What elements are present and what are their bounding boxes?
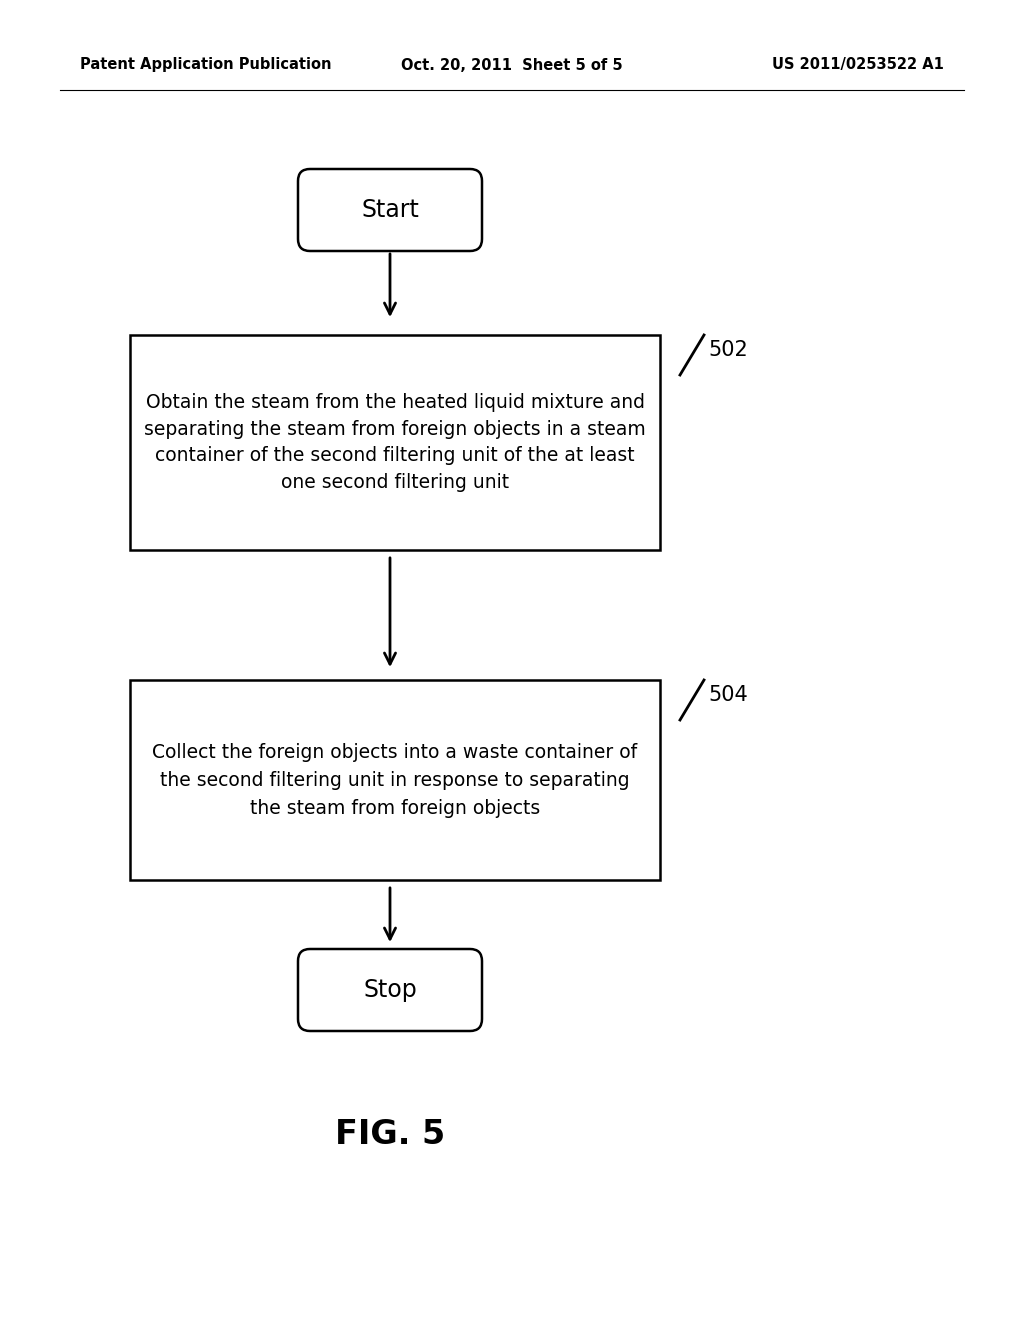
Bar — [130, 680, 660, 880]
Text: 502: 502 — [708, 341, 748, 360]
Text: Stop: Stop — [364, 978, 417, 1002]
Text: Obtain the steam from the heated liquid mixture and
separating the steam from fo: Obtain the steam from the heated liquid … — [144, 393, 646, 492]
Text: Start: Start — [361, 198, 419, 222]
Text: US 2011/0253522 A1: US 2011/0253522 A1 — [772, 58, 944, 73]
Text: Oct. 20, 2011  Sheet 5 of 5: Oct. 20, 2011 Sheet 5 of 5 — [401, 58, 623, 73]
Text: Patent Application Publication: Patent Application Publication — [80, 58, 332, 73]
Text: FIG. 5: FIG. 5 — [335, 1118, 445, 1151]
FancyBboxPatch shape — [298, 949, 482, 1031]
Text: Collect the foreign objects into a waste container of
the second filtering unit : Collect the foreign objects into a waste… — [153, 742, 638, 817]
FancyBboxPatch shape — [298, 169, 482, 251]
Text: 504: 504 — [708, 685, 748, 705]
Bar — [130, 335, 660, 550]
